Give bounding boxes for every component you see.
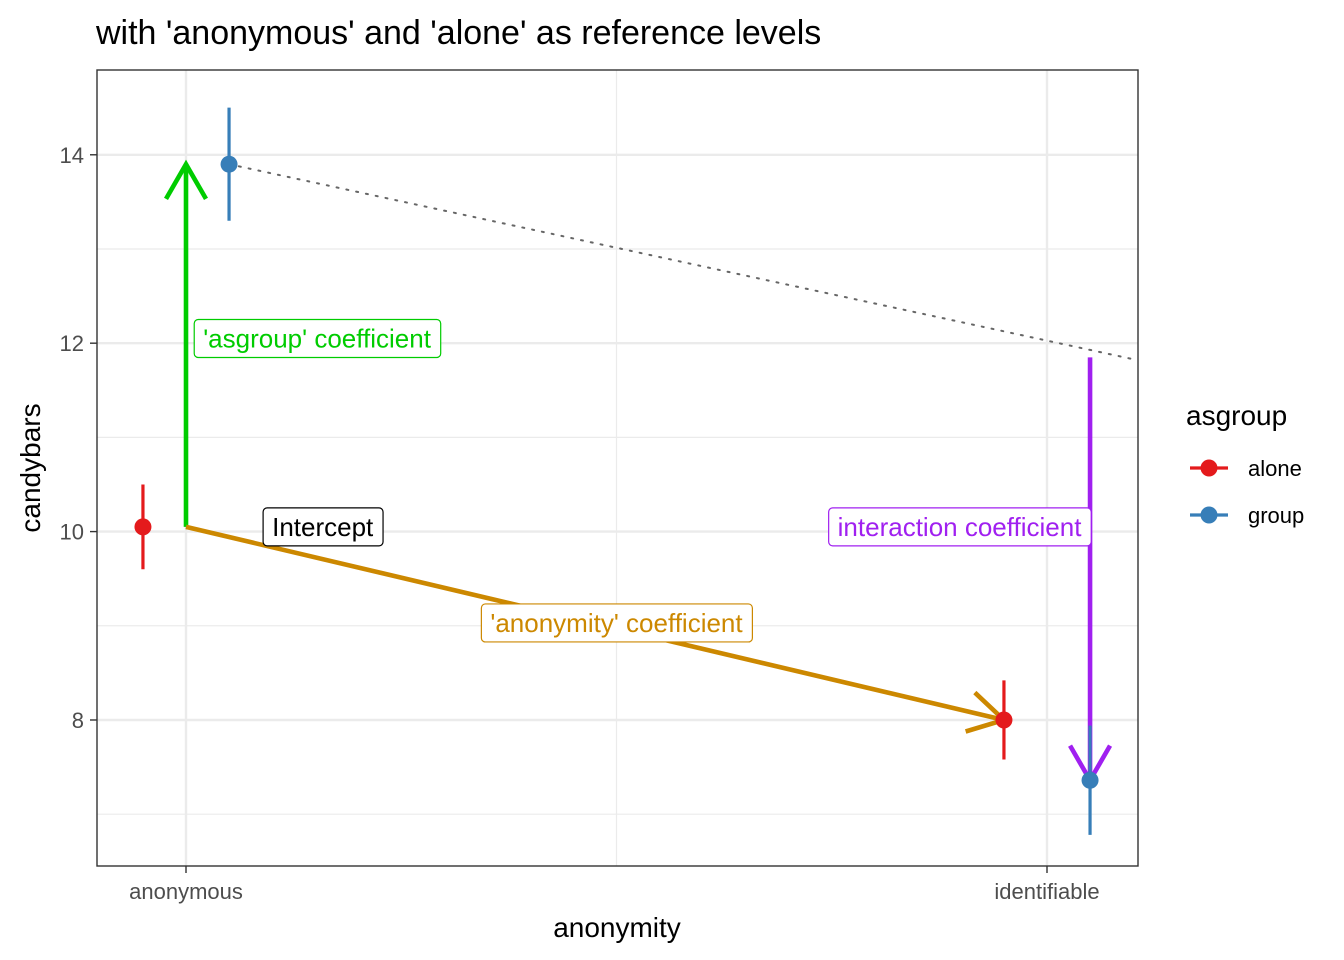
x-axis: anonymous identifiable: [129, 866, 1100, 904]
y-tick-label: 10: [60, 520, 84, 545]
asgroup-coefficient-label-box: [193, 318, 442, 359]
x-axis-title: anonymity: [553, 912, 681, 943]
interaction-coefficient-label: interaction coefficient: [828, 507, 1092, 547]
anonymity-coefficient-label-text: 'anonymity' coefficient: [490, 608, 743, 638]
y-tick-label: 12: [60, 331, 84, 356]
dotted-reference-line: [228, 163, 1135, 361]
intercept-label: Intercept: [262, 507, 384, 547]
legend: asgroup alone group: [1186, 400, 1304, 528]
intercept-label-text: Intercept: [272, 512, 374, 542]
reference-line-layer: [228, 163, 1135, 361]
intercept-label-box: [262, 507, 384, 547]
legend-title: asgroup: [1186, 400, 1287, 431]
legend-entry-alone: alone: [1190, 456, 1302, 481]
legend-key-point: [1200, 506, 1218, 524]
y-tick-label: 14: [60, 143, 84, 168]
asgroup-arrow-head: [164, 159, 208, 200]
anonymity-coefficient-label: 'anonymity' coefficient: [480, 603, 753, 643]
panel-background: [97, 70, 1138, 866]
legend-label: group: [1248, 503, 1304, 528]
interaction-coefficient-label-text: interaction coefficient: [838, 512, 1083, 542]
panel-border: [96, 69, 1139, 867]
asgroup-arrow: [164, 159, 208, 527]
asgroup-coefficient-label-text: 'asgroup' coefficient: [203, 323, 431, 353]
anonymity-coefficient-label-box: [480, 603, 753, 643]
annotation-layer: Intercept 'asgroup' coefficient 'anonymity…: [193, 318, 1092, 643]
asgroup-coefficient-label: 'asgroup' coefficient: [193, 318, 442, 359]
legend-label: alone: [1248, 456, 1302, 481]
y-axis-title: candybars: [15, 403, 46, 532]
group-point: [220, 155, 238, 173]
y-axis: 8 10 12 14: [60, 143, 97, 733]
x-tick-label: identifiable: [994, 879, 1099, 904]
points-layer: [134, 107, 1099, 835]
chart-title: with 'anonymous' and 'alone' as referenc…: [95, 14, 821, 52]
group-point: [1081, 771, 1099, 789]
x-tick-label: anonymous: [129, 879, 243, 904]
y-tick-label: 8: [72, 708, 84, 733]
alone-point: [134, 518, 152, 536]
legend-key-point: [1200, 459, 1218, 477]
interaction-coefficient-label-box: [828, 507, 1092, 547]
legend-entry-group: group: [1190, 503, 1304, 528]
alone-point: [995, 711, 1013, 729]
